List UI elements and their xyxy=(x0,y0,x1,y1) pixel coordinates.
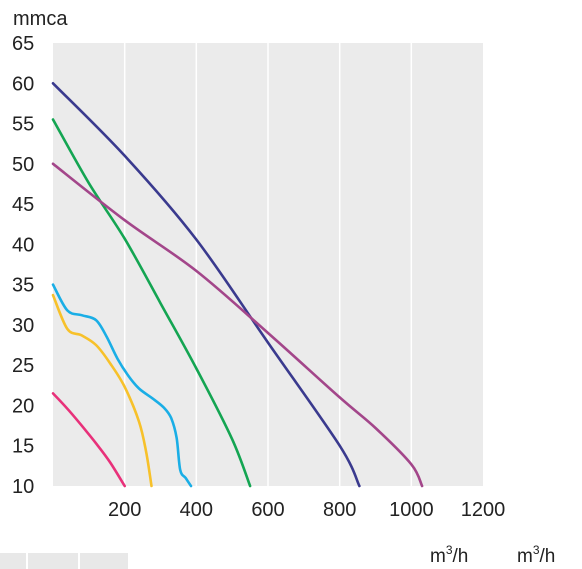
y-tick-label: 25 xyxy=(12,355,34,377)
x-axis-unit-label-2: m3/h xyxy=(517,543,555,567)
x-tick-label: 600 xyxy=(251,499,284,521)
y-axis-label: mmca xyxy=(13,8,68,30)
x-tick-labels: 200 400 600 800 1000 1200 xyxy=(108,499,505,521)
x-axis-unit-suffix-2: /h xyxy=(540,546,556,567)
y-tick-label: 65 xyxy=(12,33,34,55)
y-tick-label: 20 xyxy=(12,395,34,417)
series-line-3 xyxy=(51,283,193,488)
y-tick-label: 10 xyxy=(12,476,34,498)
legend-swatch-1 xyxy=(0,553,26,569)
y-tick-label: 50 xyxy=(12,154,34,176)
legend-swatch-3 xyxy=(80,553,128,569)
series-line-4 xyxy=(51,118,252,488)
series-line-6 xyxy=(51,162,424,488)
x-axis-unit-label: m3/h xyxy=(430,543,468,567)
series-line-5 xyxy=(51,82,361,488)
y-tick-label: 45 xyxy=(12,194,34,216)
y-tick-label: 35 xyxy=(12,275,34,297)
x-tick-label: 400 xyxy=(180,499,213,521)
x-tick-label: 1000 xyxy=(389,499,434,521)
x-axis-unit-base: m xyxy=(430,546,446,567)
x-axis-unit-base-2: m xyxy=(517,546,533,567)
x-tick-label: 1200 xyxy=(461,499,506,521)
y-tick-label: 40 xyxy=(12,234,34,256)
series-line-1 xyxy=(51,392,126,488)
legend-swatch-2 xyxy=(28,553,78,569)
x-axis-unit-suffix: /h xyxy=(453,546,469,567)
y-tick-label: 15 xyxy=(12,436,34,458)
y-tick-label: 30 xyxy=(12,315,34,337)
y-tick-labels: 10 15 20 25 30 35 40 45 50 55 60 65 xyxy=(12,33,34,498)
y-tick-label: 60 xyxy=(12,73,34,95)
x-axis-unit-exponent: 3 xyxy=(446,543,453,557)
series-line-2 xyxy=(51,293,153,488)
y-tick-label: 55 xyxy=(12,114,34,136)
grid-lines xyxy=(123,43,413,486)
x-axis-unit-exponent-2: 3 xyxy=(533,543,540,557)
x-tick-label: 800 xyxy=(323,499,356,521)
series-layer xyxy=(51,82,424,488)
x-tick-label: 200 xyxy=(108,499,141,521)
